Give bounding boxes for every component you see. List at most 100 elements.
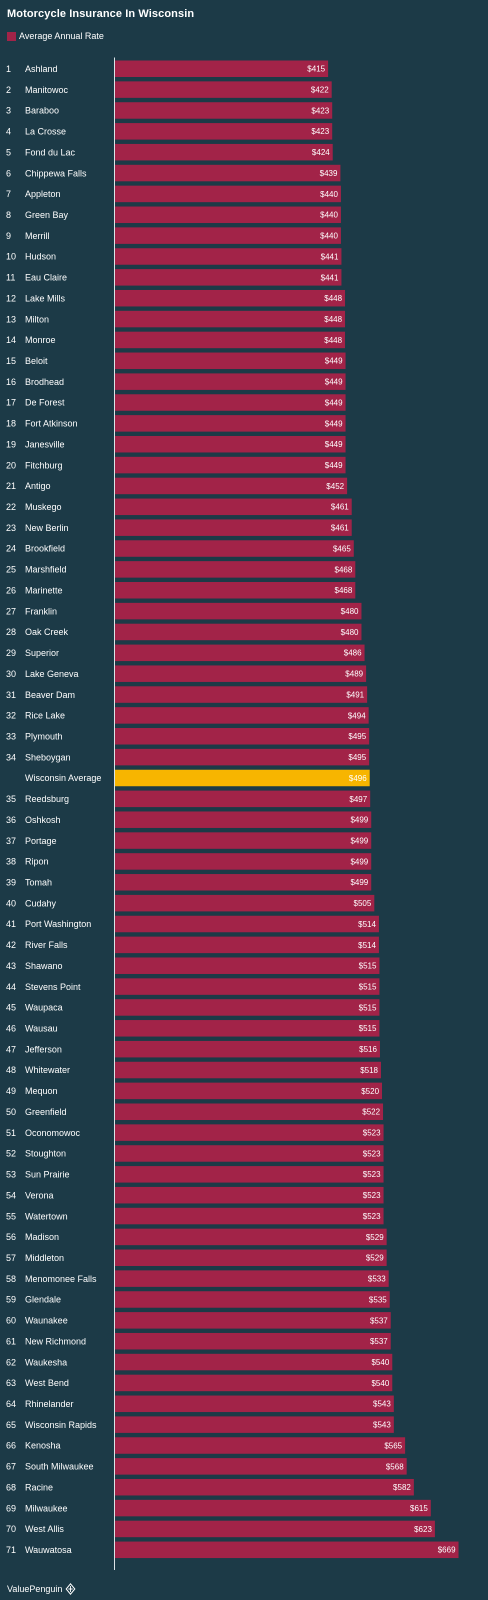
rank-label: 37: [6, 836, 16, 846]
bar: [115, 498, 352, 516]
city-label: Lake Geneva: [25, 669, 79, 679]
value-label: $449: [325, 461, 343, 470]
value-label: $523: [363, 1191, 381, 1200]
value-label: $448: [324, 336, 342, 345]
city-label: Menomonee Falls: [25, 1274, 97, 1284]
value-label: $565: [384, 1441, 402, 1450]
bar: [115, 310, 346, 328]
bar: [115, 832, 372, 849]
value-label: $448: [324, 315, 342, 324]
bar: [115, 686, 368, 703]
bar: [115, 81, 332, 98]
rank-label: 27: [6, 606, 16, 616]
rank-label: 56: [6, 1232, 16, 1242]
rank-label: 46: [6, 1024, 16, 1034]
value-label: $533: [368, 1275, 386, 1284]
bar: [115, 1124, 384, 1141]
rank-label: 23: [6, 523, 16, 533]
city-label: New Richmond: [25, 1336, 86, 1346]
value-label: $514: [358, 920, 376, 929]
rank-label: 35: [6, 794, 16, 804]
value-label: $496: [349, 774, 367, 783]
bar: [115, 561, 356, 578]
bar: [115, 373, 346, 390]
rank-label: 54: [6, 1190, 16, 1200]
rank-label: 39: [6, 877, 16, 887]
bar: [115, 415, 346, 432]
city-label: Shawano: [25, 961, 63, 971]
bar: [115, 206, 341, 224]
bar: [115, 1416, 394, 1433]
bar: [115, 1061, 381, 1079]
rank-label: 60: [6, 1316, 16, 1326]
city-label: Cudahy: [25, 898, 57, 908]
city-label: Beaver Dam: [25, 690, 75, 700]
bar: [115, 1478, 414, 1496]
rank-label: 10: [6, 252, 16, 262]
value-label: $449: [325, 398, 343, 407]
value-label: $468: [335, 586, 353, 595]
rank-label: 31: [6, 690, 16, 700]
bar: [115, 582, 356, 599]
city-label: Wisconsin Average: [25, 773, 101, 783]
legend: Average Annual Rate: [7, 31, 104, 41]
value-label: $440: [320, 211, 338, 220]
city-label: Waukesha: [25, 1357, 67, 1367]
rank-label: 71: [6, 1545, 16, 1555]
rank-label: 63: [6, 1378, 16, 1388]
value-label: $449: [325, 440, 343, 449]
value-label: $540: [371, 1358, 389, 1367]
rank-label: 64: [6, 1399, 16, 1409]
rank-label: 18: [6, 419, 16, 429]
bar: [115, 164, 341, 182]
rank-label: 24: [6, 544, 16, 554]
value-label: $439: [320, 169, 338, 178]
rank-label: 8: [6, 210, 11, 220]
rank-label: 59: [6, 1295, 16, 1305]
bar: [115, 1520, 435, 1538]
value-label: $615: [410, 1504, 428, 1513]
city-label: West Allis: [25, 1524, 64, 1534]
bar: [115, 707, 369, 724]
rank-label: 17: [6, 398, 16, 408]
value-label: $499: [350, 878, 368, 887]
value-label: $505: [354, 899, 372, 908]
bar: [115, 123, 333, 140]
value-label: $441: [321, 252, 339, 261]
city-label: Verona: [25, 1190, 54, 1200]
bar: [115, 1020, 380, 1037]
value-label: $441: [321, 273, 339, 282]
bar: [115, 999, 380, 1016]
city-label: Hudson: [25, 252, 56, 262]
value-label: $523: [363, 1212, 381, 1221]
bar: [115, 269, 342, 286]
value-label: $669: [438, 1546, 456, 1555]
value-label: $489: [345, 670, 363, 679]
city-label: Watertown: [25, 1211, 68, 1221]
rank-label: 44: [6, 982, 16, 992]
rank-label: 40: [6, 898, 16, 908]
value-label: $491: [346, 690, 364, 699]
rank-label: 6: [6, 168, 11, 178]
rank-label: 62: [6, 1357, 16, 1367]
city-label: Ashland: [25, 64, 58, 74]
bar: [115, 102, 333, 119]
bar: [115, 331, 346, 349]
rank-label: 15: [6, 356, 16, 366]
bar: [115, 644, 365, 662]
value-label: $537: [370, 1316, 388, 1325]
value-label: $452: [326, 482, 344, 491]
city-label: Fort Atkinson: [25, 419, 78, 429]
penguin-logo-icon: [65, 1583, 76, 1595]
rank-label: 58: [6, 1274, 16, 1284]
rank-label: 16: [6, 377, 16, 387]
bar: [115, 602, 362, 620]
city-label: La Crosse: [25, 127, 66, 137]
rank-label: 14: [6, 335, 16, 345]
bar: [115, 811, 372, 828]
city-label: Beloit: [25, 356, 48, 366]
bar: [115, 456, 346, 474]
bar: [115, 1186, 384, 1204]
bar: [115, 1249, 387, 1267]
rank-label: 9: [6, 231, 11, 241]
